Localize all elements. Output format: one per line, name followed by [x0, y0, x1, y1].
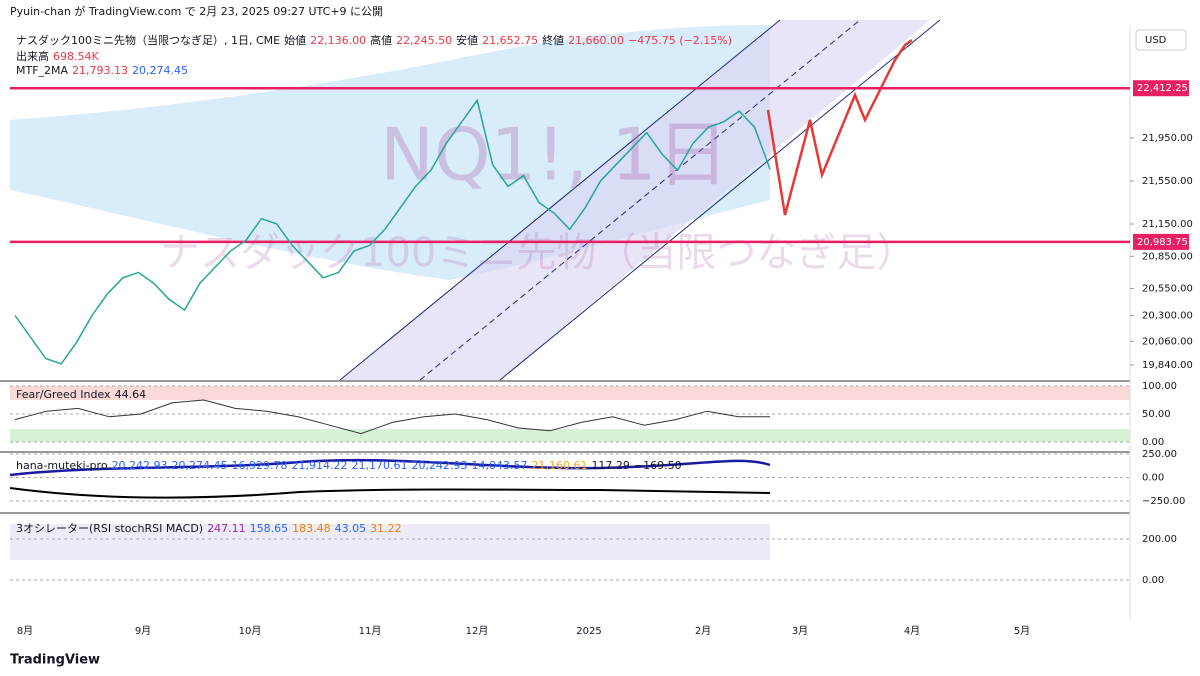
channel-upper	[339, 19, 781, 381]
value: 20,242.93	[411, 459, 468, 472]
value: 183.48	[292, 522, 331, 535]
value: 21,914.22	[291, 459, 348, 472]
value: 22,136.00	[310, 34, 367, 47]
value: −169.50	[633, 459, 682, 472]
pane-tick-label: −250.00	[1142, 496, 1185, 507]
change: −475.75 (−2.15%)	[628, 34, 732, 47]
currency-box[interactable]	[1135, 29, 1187, 51]
pane-tick-label: 200.00	[1142, 534, 1177, 545]
level-box	[1133, 233, 1189, 250]
greed-zone	[10, 386, 1130, 400]
value: 21,160.61	[531, 459, 588, 472]
channel-lower	[499, 19, 941, 381]
level-box	[1133, 80, 1189, 97]
symbol: ナスダック100ミニ先物（当限つなぎ足）, 1日, CME	[16, 34, 281, 47]
value: 247.11	[207, 522, 246, 535]
label: 3オシレーター(RSI stochRSI MACD)	[16, 522, 204, 535]
label: MTF_2MA	[16, 64, 69, 77]
level-label: 22,412.25	[1137, 83, 1188, 94]
currency[interactable]: USD	[1145, 35, 1167, 46]
time-label: 11月	[359, 625, 382, 637]
time-label: 2025	[576, 626, 601, 637]
label: 出来高	[16, 50, 49, 63]
label: 始値	[284, 34, 307, 47]
label: Fear/Greed Index	[16, 388, 111, 401]
price-tick-label: 21,950.00	[1142, 133, 1193, 144]
time-label: 8月	[17, 625, 33, 637]
hana-line2	[9, 487, 771, 499]
osc-legend: 3オシレーター(RSI stochRSI MACD) 247.11 158.65 18…	[16, 520, 406, 536]
pane-tick-label: 50.00	[1142, 409, 1171, 420]
projection	[766, 38, 913, 216]
channel-mid	[419, 19, 861, 381]
value: 21,793.13	[72, 64, 129, 77]
label: 終値	[542, 34, 565, 47]
pane-tick-label: 100.00	[1142, 381, 1177, 392]
value: 20,242.93	[111, 459, 168, 472]
value: 21,652.75	[482, 34, 539, 47]
value: 21,170.61	[351, 459, 408, 472]
label: 高値	[370, 34, 393, 47]
watermark-name: ナスダック100ミニ先物（当限つなぎ足）	[160, 230, 916, 276]
price-tick-label: 20,060.00	[1142, 336, 1193, 347]
value: 44.64	[114, 388, 147, 401]
hana-legend: hana-muteki-pro 20,242.93 20,274.45 16,929.…	[16, 459, 686, 472]
watermark-ticker: NQ1!, 1日	[380, 113, 729, 197]
time-label: 5月	[1014, 625, 1030, 637]
value: 14,043.57	[471, 459, 528, 472]
value: 22,245.50	[396, 34, 453, 47]
pane-tick-label: 0.00	[1142, 473, 1164, 484]
fear-greed-line	[14, 399, 770, 435]
price-tick-label: 19,840.00	[1142, 360, 1193, 371]
time-label: 12月	[466, 625, 489, 637]
value: 31.22	[370, 522, 402, 535]
value: 16,929.78	[231, 459, 288, 472]
price-tick-label: 20,550.00	[1142, 284, 1193, 295]
value: 117.29	[591, 459, 630, 472]
legend-line: ナスダック100ミニ先物（当限つなぎ足）, 1日, CME 始値 22,136.00…	[16, 32, 736, 48]
time-label: 10月	[239, 625, 262, 637]
label: 安値	[456, 34, 479, 47]
value: 20,274.45	[171, 459, 228, 472]
published: Pyuin-chan が TradingView.com で 2月 23, 20…	[10, 4, 383, 18]
price-tick-label: 20,850.00	[1142, 251, 1193, 262]
label: hana-muteki-pro	[16, 459, 108, 472]
footer-logo: TradingView	[10, 653, 100, 668]
level-label: 20,983.75	[1137, 237, 1188, 248]
fear-zone	[10, 429, 1130, 442]
fg-legend: Fear/Greed Index 44.64	[16, 388, 150, 401]
value: 20,274.45	[132, 64, 189, 77]
value: 43.05	[334, 522, 367, 535]
channel	[340, 20, 930, 380]
value: 158.65	[249, 522, 289, 535]
time-label: 4月	[904, 625, 920, 637]
hana-line	[9, 458, 771, 477]
pane-tick-label: 0.00	[1142, 437, 1164, 448]
time-label: 3月	[792, 625, 808, 637]
pane-tick-label: 0.00	[1142, 575, 1164, 586]
ma-line: MTF_2MA 21,793.13 20,274.45	[16, 64, 192, 77]
osc-band	[10, 524, 770, 560]
pane-tick-label: 250.00	[1142, 449, 1177, 460]
value: 698.54K	[53, 50, 99, 63]
volume-line: 出来高 698.54K	[16, 48, 103, 64]
price-tick-label: 21,550.00	[1142, 176, 1193, 187]
price-line	[14, 98, 771, 365]
price-tick-label: 21,150.00	[1142, 219, 1193, 230]
time-label: 9月	[135, 625, 151, 637]
value: 21,660.00	[568, 34, 625, 47]
price-tick-label: 20,300.00	[1142, 310, 1193, 321]
time-label: 2月	[695, 625, 711, 637]
